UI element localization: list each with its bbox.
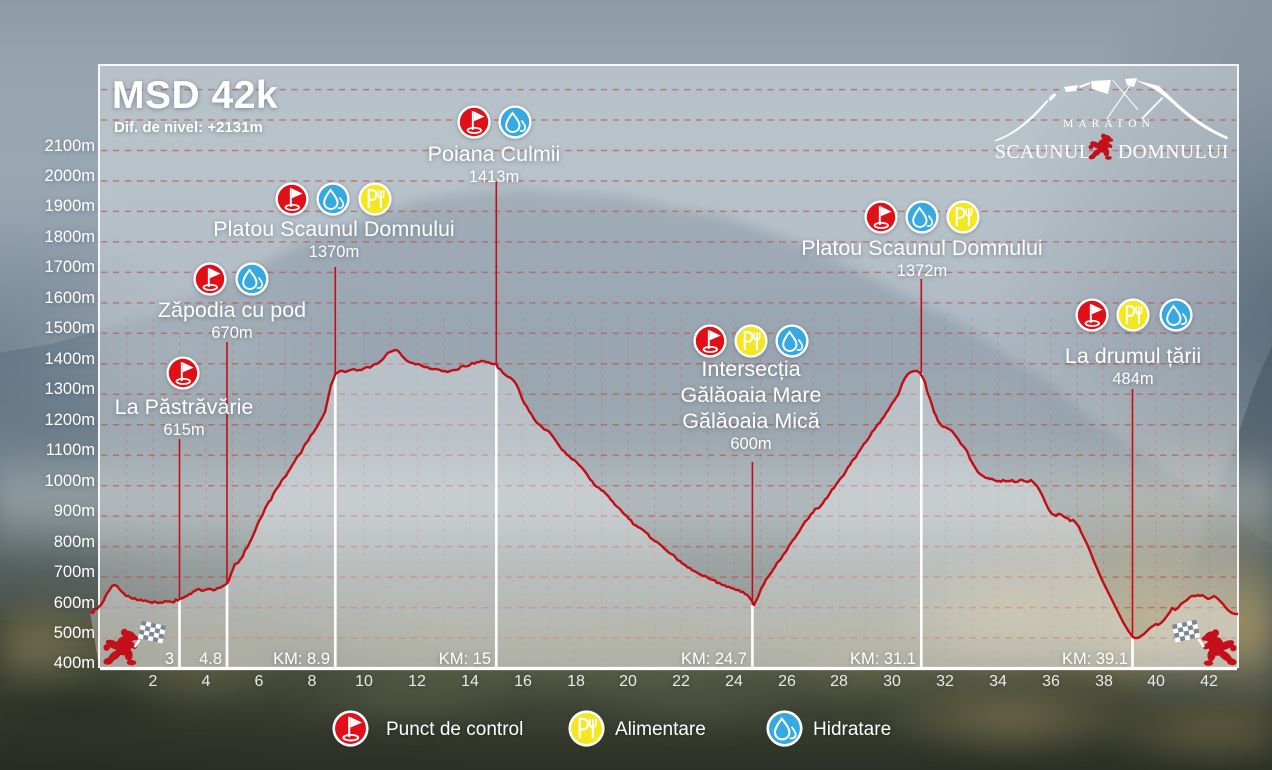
svg-text:SCAUNUL: SCAUNUL	[995, 142, 1091, 163]
svg-text:DOMNULUI: DOMNULUI	[1118, 142, 1229, 163]
svg-text:MARATON: MARATON	[1063, 118, 1155, 130]
